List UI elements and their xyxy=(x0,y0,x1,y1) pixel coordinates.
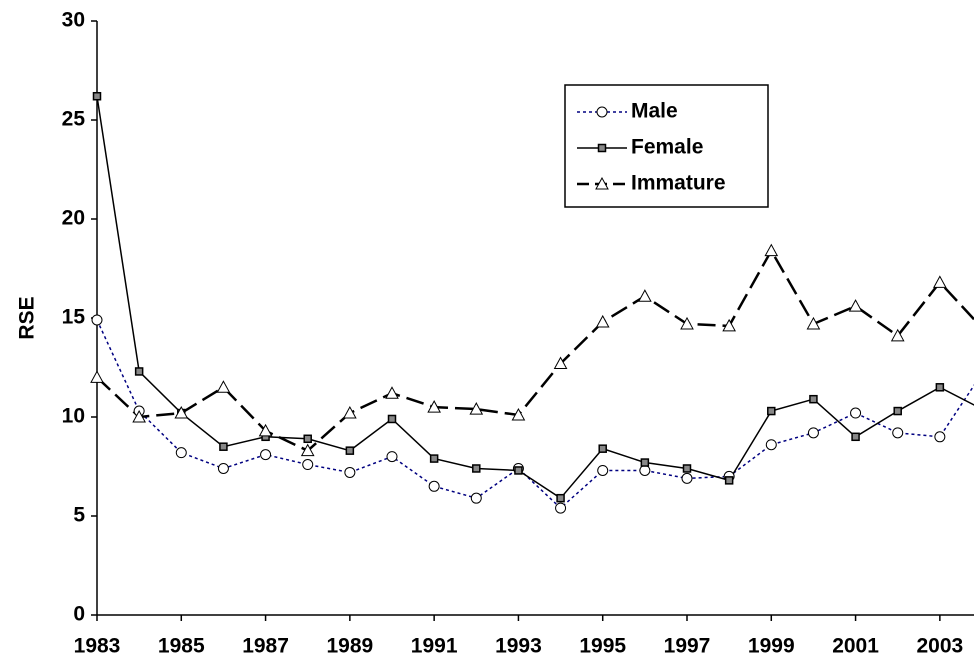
data-point xyxy=(429,454,439,463)
data-point xyxy=(511,407,526,421)
x-tick-label: 1989 xyxy=(326,635,373,658)
data-point xyxy=(722,318,736,332)
data-point xyxy=(303,434,312,444)
data-point xyxy=(428,480,440,492)
data-point xyxy=(890,328,905,342)
data-point xyxy=(595,314,610,328)
data-point xyxy=(472,464,481,473)
data-point xyxy=(597,464,609,476)
legend-label: Female xyxy=(631,136,703,159)
series-line xyxy=(96,248,974,453)
x-tick-label: 1999 xyxy=(748,635,795,658)
data-point xyxy=(386,451,398,463)
data-point xyxy=(934,431,946,443)
data-point xyxy=(933,275,947,288)
x-tick-label: 1983 xyxy=(74,635,121,658)
y-tick-label: 25 xyxy=(62,108,86,131)
x-tick-label: 1995 xyxy=(579,635,626,658)
x-tick-label: 2001 xyxy=(832,635,879,658)
data-point xyxy=(555,502,567,514)
data-point xyxy=(681,472,693,484)
x-tick-label: 1993 xyxy=(495,635,542,658)
legend-marker xyxy=(597,143,607,153)
data-point xyxy=(217,462,229,474)
data-point xyxy=(343,405,357,419)
data-point xyxy=(258,423,273,437)
data-point xyxy=(764,243,779,257)
data-point xyxy=(514,466,523,475)
x-tick-label: 1991 xyxy=(411,635,458,658)
data-point xyxy=(469,402,484,415)
legend-marker xyxy=(595,176,609,190)
data-point xyxy=(387,414,397,424)
y-tick-label: 30 xyxy=(62,9,85,32)
x-tick-label: 1997 xyxy=(664,635,711,658)
data-point xyxy=(344,466,356,478)
legend-label: Male xyxy=(631,100,678,123)
data-point xyxy=(682,464,692,473)
legend-label: Immature xyxy=(631,172,726,195)
data-point xyxy=(175,447,187,459)
x-tick-label: 1985 xyxy=(158,635,205,658)
data-point xyxy=(90,370,104,383)
data-point xyxy=(134,367,144,376)
data-point xyxy=(553,356,568,370)
y-tick-label: 0 xyxy=(73,603,85,626)
data-point xyxy=(893,406,902,416)
series-line xyxy=(96,96,974,500)
y-tick-label: 5 xyxy=(73,504,85,527)
data-point xyxy=(724,476,734,485)
data-point xyxy=(806,316,821,330)
data-point xyxy=(219,442,228,451)
x-tick-label: 2003 xyxy=(916,635,963,658)
data-point xyxy=(639,464,651,476)
data-point xyxy=(892,427,904,439)
y-tick-label: 15 xyxy=(62,306,86,329)
data-point xyxy=(300,443,315,457)
data-point xyxy=(680,316,694,330)
data-point xyxy=(92,91,102,101)
data-point xyxy=(638,289,652,302)
data-point xyxy=(807,427,819,439)
data-point xyxy=(640,458,650,467)
data-point xyxy=(556,493,565,503)
data-point xyxy=(174,405,189,419)
data-point xyxy=(809,394,818,404)
data-point xyxy=(765,439,777,451)
legend-marker xyxy=(596,106,608,118)
data-point xyxy=(848,299,863,312)
data-point xyxy=(470,492,482,504)
series-line xyxy=(96,319,974,510)
x-tick-label: 1987 xyxy=(242,635,289,658)
data-point xyxy=(385,386,399,399)
data-point xyxy=(598,444,607,453)
y-axis-label: RSE xyxy=(16,296,39,339)
legend: Male Female Immature xyxy=(564,84,769,208)
data-point xyxy=(91,314,103,326)
data-point xyxy=(216,380,231,393)
data-point xyxy=(345,446,355,455)
data-point xyxy=(851,432,860,442)
data-point xyxy=(132,409,146,423)
data-point xyxy=(302,459,314,471)
data-point xyxy=(935,383,945,392)
y-tick-label: 20 xyxy=(62,207,85,230)
data-point xyxy=(767,406,776,416)
data-point xyxy=(260,449,272,461)
data-point xyxy=(427,400,441,413)
data-point xyxy=(850,407,862,419)
y-tick-label: 10 xyxy=(62,405,85,428)
